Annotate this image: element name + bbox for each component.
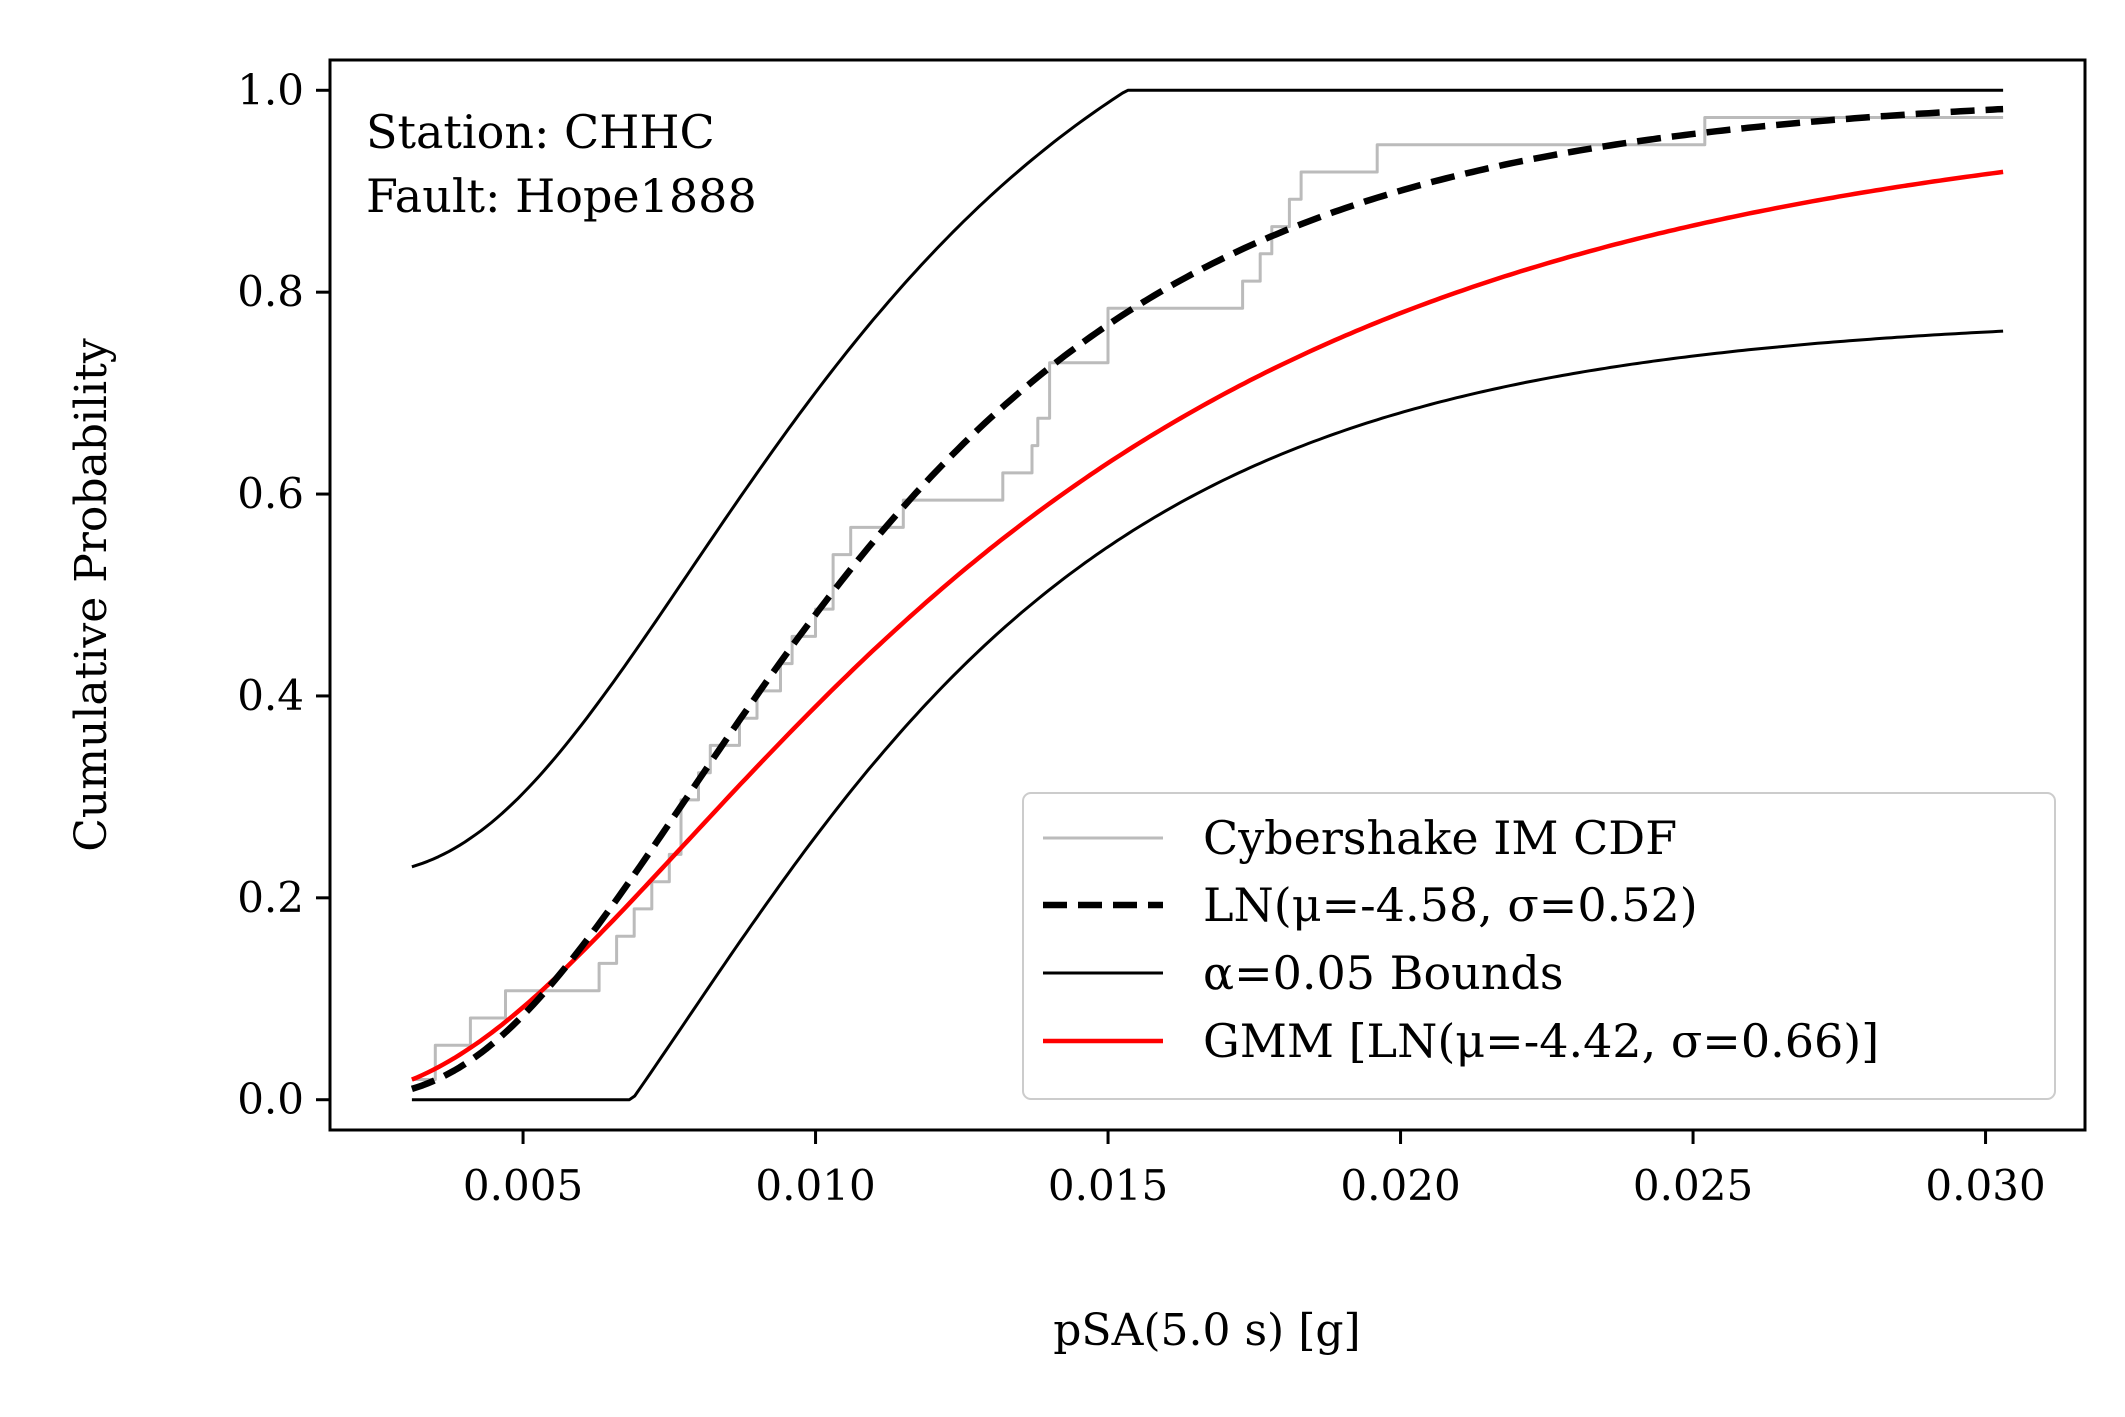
legend-frame	[1022, 792, 2056, 1100]
x-tick-label: 0.010	[755, 1161, 875, 1210]
x-tick-label: 0.030	[1925, 1161, 2045, 1210]
y-tick-label: 0.6	[237, 469, 304, 518]
axis-ticks: 0.005 0.010 0.015 0.020 0.025 0.030 0.0 0.2 0.4 0…	[237, 65, 2045, 1210]
x-tick-label: 0.015	[1048, 1161, 1168, 1210]
y-tick-label: 0.2	[237, 873, 304, 922]
series-line-0-05-bounds-lower	[411, 329, 2004, 1102]
x-tick-label: 0.020	[1340, 1161, 1460, 1210]
legend-label-bounds: α=0.05 Bounds	[1203, 946, 1563, 1000]
legend-label-ln-fit: LN(μ=-4.58, σ=0.52)	[1203, 878, 1698, 932]
legend: Cybershake IM CDF LN(μ=-4.58, σ=0.52) α=…	[1022, 792, 2056, 1100]
series-line-0-05-bounds-upper	[411, 88, 2004, 869]
plot-series	[410, 88, 2004, 1102]
y-tick-label: 0.0	[237, 1075, 304, 1124]
annotation-fault: Fault: Hope1888	[366, 169, 757, 223]
x-tick-label: 0.025	[1633, 1161, 1753, 1210]
series-line-gmm-ln-4-42-0-66	[411, 169, 2004, 1082]
plot-frame	[328, 58, 2087, 1132]
y-tick-label: 0.4	[237, 671, 304, 720]
x-tick-label: 0.005	[463, 1161, 583, 1210]
x-axis-label: pSA(5.0 s) [g]	[1053, 1305, 1360, 1356]
series-line-cybershake-im-cdf	[411, 116, 2004, 1081]
legend-label-gmm: GMM [LN(μ=-4.42, σ=0.66)]	[1203, 1014, 1879, 1068]
y-axis-label: Cumulative Probability	[66, 338, 117, 852]
legend-label-cybershake: Cybershake IM CDF	[1203, 811, 1677, 865]
series-line-ln-4-58-0-52	[410, 105, 2004, 1092]
y-tick-label: 1.0	[237, 65, 304, 114]
annotation-station: Station: CHHC	[366, 105, 715, 159]
y-tick-label: 0.8	[237, 267, 304, 316]
